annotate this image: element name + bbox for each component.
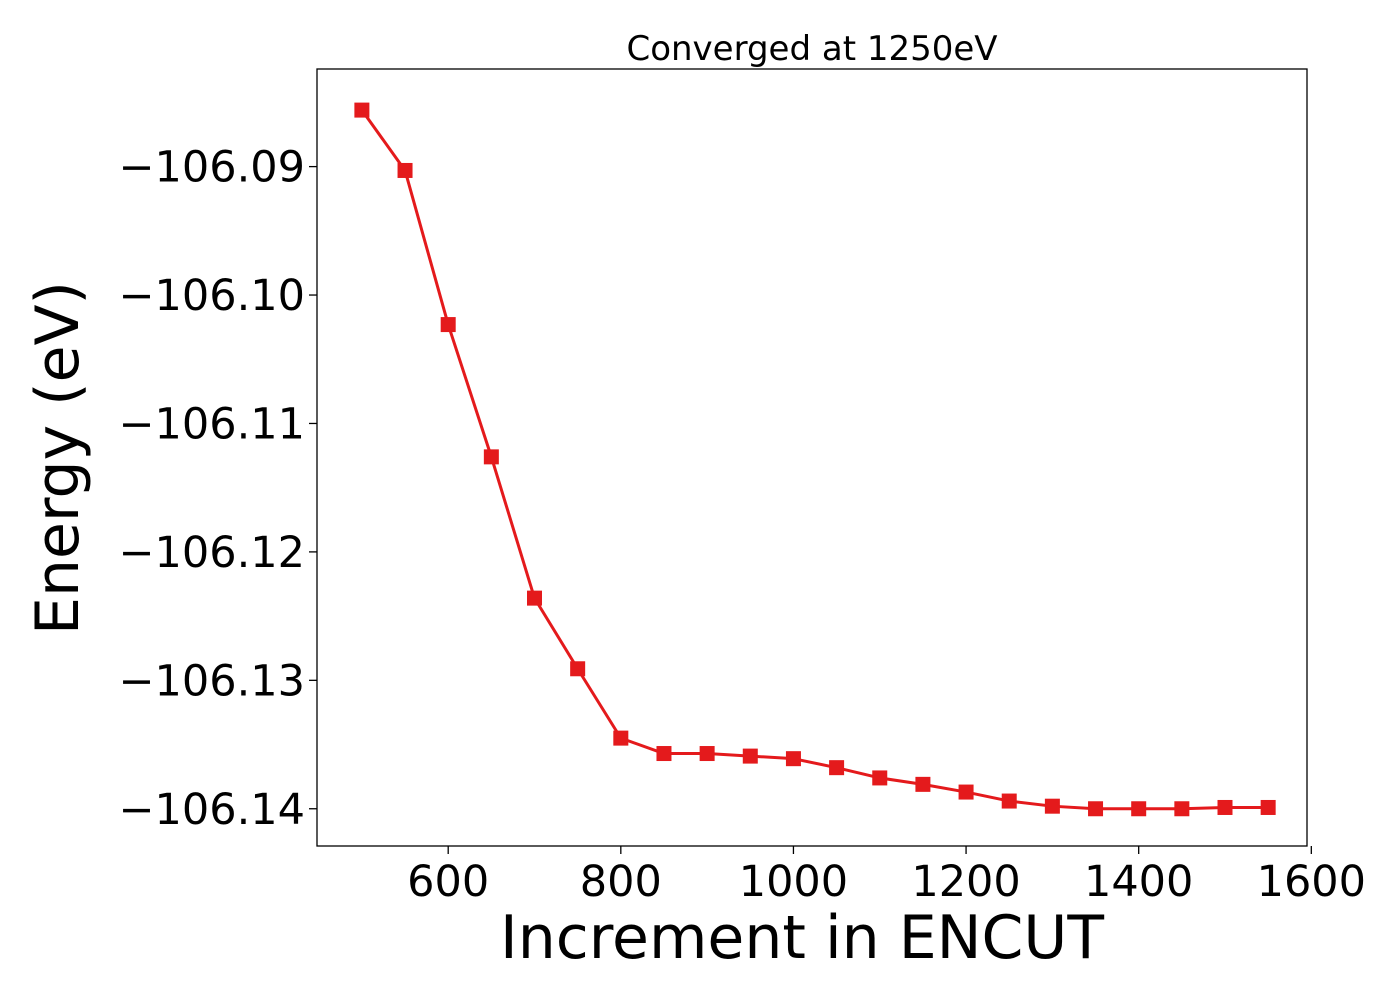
data-point	[915, 776, 931, 792]
data-point	[570, 661, 586, 677]
data-point	[1174, 801, 1190, 817]
x-tick-label: 1400	[1084, 857, 1193, 907]
plot-frame	[316, 68, 1308, 847]
x-axis-ticks: 600 800 1000 1200 1400 1600	[407, 846, 1366, 907]
data-point	[958, 784, 974, 800]
data-point	[872, 770, 888, 786]
data-point	[1044, 798, 1060, 814]
y-tick-label: −106.14	[119, 785, 306, 835]
chart-title: Converged at 1250eV	[626, 29, 997, 69]
data-point	[354, 102, 370, 118]
x-tick-label: 600	[407, 857, 489, 907]
data-point	[613, 730, 629, 746]
series-line	[360, 109, 1269, 811]
x-tick-label: 1600	[1257, 857, 1366, 907]
x-tick-label: 1000	[739, 857, 848, 907]
y-axis-ticks: −106.09 −106.10 −106.11 −106.12 −106.13 −106.…	[119, 143, 317, 835]
data-point	[440, 317, 456, 333]
x-tick-label: 1200	[911, 857, 1020, 907]
data-point	[527, 590, 543, 606]
data-point	[1131, 801, 1147, 817]
y-tick-label: −106.11	[119, 399, 306, 449]
y-axis-label: Energy (eV)	[23, 281, 93, 635]
data-point	[829, 760, 845, 776]
x-tick-label: 800	[580, 857, 662, 907]
data-point	[1217, 799, 1233, 815]
data-point	[397, 162, 413, 178]
data-point	[1260, 799, 1276, 815]
y-tick-label: −106.12	[119, 528, 306, 578]
data-point	[1088, 801, 1104, 817]
y-tick-label: −106.09	[119, 143, 306, 193]
y-tick-label: −106.13	[119, 656, 306, 706]
x-axis-label: Increment in ENCUT	[500, 903, 1104, 973]
series-layer	[354, 102, 1276, 817]
data-point	[699, 746, 715, 762]
data-point	[742, 748, 758, 764]
data-point	[483, 449, 499, 465]
data-point	[785, 751, 801, 767]
y-tick-label: −106.10	[119, 271, 306, 321]
data-point	[1001, 793, 1017, 809]
data-point	[656, 746, 672, 762]
